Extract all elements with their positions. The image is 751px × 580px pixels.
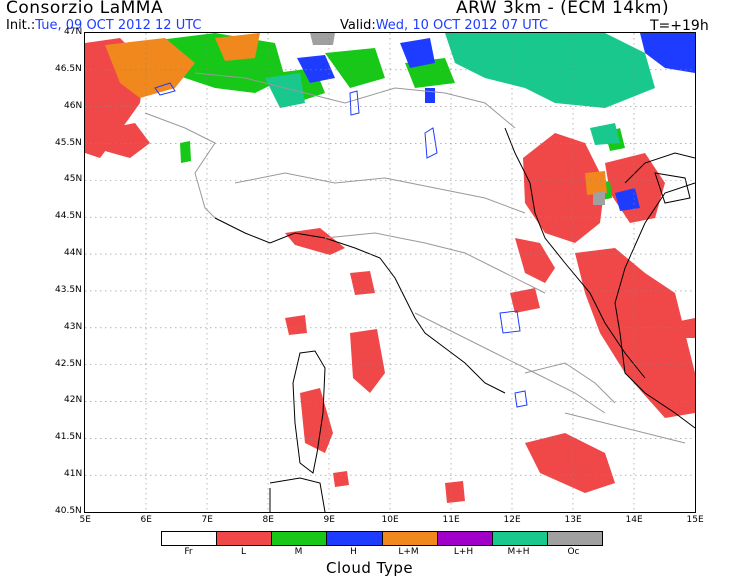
lon-tick-label: 6E <box>140 515 152 525</box>
map-canvas <box>85 33 695 512</box>
legend-label: M <box>294 547 303 557</box>
cloud-mid-high <box>265 33 655 145</box>
lat-tick-label: 44.5N <box>55 211 82 222</box>
lon-tick-label: 12E <box>503 515 521 525</box>
lat-tick-label: 44N <box>64 248 83 259</box>
legend-label: M+H <box>507 547 530 557</box>
legend-swatch <box>437 532 493 545</box>
init-time: Init.:Tue, 09 OCT 2012 12 UTC <box>6 18 202 33</box>
legend-label: L+M <box>398 547 419 557</box>
legend-swatch <box>327 532 383 545</box>
valid-label: Valid: <box>340 18 376 33</box>
lon-tick-label: 10E <box>381 515 399 525</box>
app-title: Consorzio LaMMA <box>6 0 164 18</box>
legend-swatch <box>382 532 438 545</box>
legend-swatch <box>272 532 328 545</box>
lat-tick-label: 42N <box>64 395 83 406</box>
lon-tick-label: 8E <box>262 515 274 525</box>
legend-title: Cloud Type <box>326 559 414 577</box>
lat-tick-label: 46N <box>64 100 83 111</box>
coastlines <box>214 127 695 512</box>
lon-tick-label: 5E <box>79 515 91 525</box>
lat-tick-label: 41N <box>64 469 83 480</box>
lon-tick-label: 9E <box>323 515 335 525</box>
lat-lon-grid <box>85 33 695 512</box>
legend-swatch <box>547 532 602 545</box>
valid-value: Wed, 10 OCT 2012 07 UTC <box>375 18 549 33</box>
borders <box>144 72 686 444</box>
cloud-overcast <box>310 33 605 205</box>
init-label: Init.: <box>6 18 36 33</box>
lon-tick-label: 11E <box>442 515 460 525</box>
model-label: ARW 3km - (ECM 14km) <box>456 0 670 18</box>
lat-tick-label: 42.5N <box>55 358 82 369</box>
lat-tick-label: 41.5N <box>55 432 82 443</box>
cloud-type-map <box>84 32 696 513</box>
legend-label: Oc <box>567 547 580 557</box>
lat-tick-label: 40.5N <box>55 506 82 516</box>
lon-tick-label: 14E <box>625 515 643 525</box>
lon-tick-label: 7E <box>201 515 213 525</box>
legend-label: L <box>240 547 246 557</box>
lat-tick-label: 43.5N <box>55 284 82 295</box>
legend-swatch <box>492 532 548 545</box>
lat-tick-label: 45.5N <box>55 137 82 148</box>
legend-label: L+H <box>453 547 474 557</box>
lat-tick-label: 47N <box>64 27 83 37</box>
lon-tick-label: 13E <box>564 515 582 525</box>
legend-label: H <box>350 547 357 557</box>
legend-swatch <box>217 532 273 545</box>
lat-tick-label: 43N <box>64 321 83 332</box>
forecast-step: T=+19h <box>650 18 709 34</box>
cloud-type-legend <box>161 531 603 546</box>
init-value: Tue, 09 OCT 2012 12 UTC <box>35 18 202 33</box>
lat-tick-label: 45N <box>64 174 83 185</box>
valid-time: Valid:Wed, 10 OCT 2012 07 UTC <box>340 18 548 33</box>
lakes <box>154 82 528 408</box>
cloud-low-mid <box>105 33 607 195</box>
lat-tick-label: 46.5N <box>55 63 82 74</box>
cloud-layer <box>85 33 695 503</box>
legend-label: Fr <box>184 547 193 557</box>
legend-swatch <box>162 532 218 545</box>
lon-tick-label: 15E <box>686 515 704 525</box>
